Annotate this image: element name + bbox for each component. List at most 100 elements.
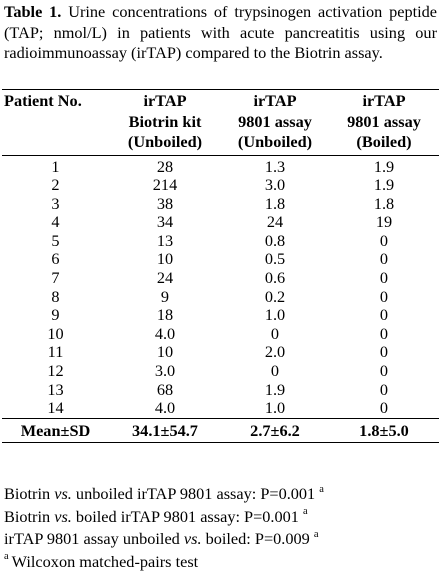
patient-number-cell: 14 bbox=[47, 398, 64, 418]
table-row: 2 214 3.0 1.9 bbox=[2, 175, 439, 195]
table-cell: 0 bbox=[379, 323, 389, 343]
caption-text: Urine concentrations of trypsinogen acti… bbox=[4, 2, 437, 62]
patient-number-cell: 11 bbox=[47, 342, 64, 362]
note-text: Biotrin bbox=[4, 484, 55, 503]
table-row: 6 10 0.5 0 bbox=[2, 250, 439, 269]
table-cell: 0.8 bbox=[264, 230, 286, 250]
table-cell: 38 bbox=[156, 193, 174, 213]
table-row: 8 9 0.2 0 bbox=[2, 286, 439, 307]
table-cell: 0 bbox=[379, 230, 389, 250]
table-row: 4 34 24 19 bbox=[2, 213, 439, 232]
patient-number-cell: 10 bbox=[47, 323, 64, 343]
table-cell: 1.9 bbox=[373, 156, 395, 176]
header-line: 9801 assay bbox=[238, 111, 312, 131]
header-9801-boiled: irTAP 9801 assay (Boiled) bbox=[329, 90, 439, 156]
note-superscript: a bbox=[319, 483, 324, 495]
header-line: (Unboiled) bbox=[237, 132, 313, 151]
table-cell: 68 bbox=[156, 379, 174, 399]
summary-row: Mean±SD 34.1±54.7 2.7±6.2 1.8±5.0 bbox=[2, 418, 439, 443]
table-cell: 0 bbox=[379, 249, 389, 269]
note-vs: vs. bbox=[54, 484, 72, 503]
note-superscript: a bbox=[313, 528, 319, 540]
table-cell: 0.6 bbox=[264, 268, 286, 288]
table-cell: 0 bbox=[379, 286, 389, 306]
data-table: Patient No. irTAP Biotrin kit (Unboiled)… bbox=[2, 89, 439, 443]
table-cell: 0 bbox=[379, 361, 389, 381]
summary-label: Mean±SD bbox=[20, 420, 91, 440]
note-superscript: a bbox=[303, 506, 308, 518]
footnote-text: Wilcoxon matched-pairs test bbox=[11, 551, 199, 571]
table-cell: 0 bbox=[270, 361, 280, 381]
table-cell: 13 bbox=[156, 230, 174, 250]
footnote: a Wilcoxon matched-pairs test bbox=[4, 551, 324, 574]
patient-number-cell: 6 bbox=[51, 249, 60, 269]
table-cell: 214 bbox=[152, 175, 178, 195]
table-cell: 24 bbox=[156, 268, 174, 288]
table-cell: 3.0 bbox=[154, 361, 176, 381]
patient-number-cell: 12 bbox=[47, 361, 64, 381]
header-line: (Unboiled) bbox=[127, 132, 203, 151]
table-cell: 10 bbox=[156, 249, 174, 269]
table-cell: 1.0 bbox=[264, 398, 286, 418]
patient-number-cell: 1 bbox=[51, 156, 60, 176]
table-cell: 10 bbox=[156, 342, 174, 362]
table-body: 1 28 1.3 1.9 2 214 3.0 1.9 3 38 1.8 1.8 4 34 24 19 5 13 0.… bbox=[2, 155, 439, 418]
table-cell: 0.5 bbox=[264, 249, 286, 269]
patient-number-cell: 2 bbox=[51, 175, 60, 195]
table-cell: 0 bbox=[379, 268, 389, 288]
patient-number-cell: 3 bbox=[51, 193, 60, 213]
patient-number-cell: 7 bbox=[51, 268, 60, 288]
header-patient-no: Patient No. bbox=[2, 90, 109, 156]
table-notes: Biotrin vs. unboiled irTAP 9801 assay: P… bbox=[4, 483, 324, 573]
table-row: 9 18 1.0 0 bbox=[2, 306, 439, 325]
table-cell: 1.9 bbox=[373, 175, 395, 195]
note-vs: vs. bbox=[54, 506, 72, 526]
table-row: 1 28 1.3 1.9 bbox=[2, 155, 439, 176]
table-cell: 2.0 bbox=[264, 342, 286, 362]
note-text: boiled: P=0.009 bbox=[201, 529, 310, 548]
table-cell: 9 bbox=[160, 286, 170, 306]
table-cell: 0 bbox=[379, 342, 389, 362]
summary-cell: 1.8±5.0 bbox=[359, 420, 409, 440]
table-cell: 0 bbox=[379, 398, 389, 418]
table-cell: 3.0 bbox=[264, 175, 286, 195]
note-text: irTAP 9801 assay unboiled bbox=[4, 529, 184, 548]
patient-number-cell: 9 bbox=[51, 305, 60, 325]
stat-note: Biotrin vs. unboiled irTAP 9801 assay: P… bbox=[4, 483, 324, 506]
note-text: unboiled irTAP 9801 assay: P=0.001 bbox=[71, 484, 316, 503]
footnote-marker: a bbox=[4, 551, 9, 563]
header-line: (Boiled) bbox=[356, 132, 412, 151]
table-row: 13 68 1.9 0 bbox=[2, 379, 439, 400]
table-cell: 0 bbox=[379, 379, 389, 399]
summary-cell: 34.1±54.7 bbox=[132, 420, 198, 440]
table-row: 7 24 0.6 0 bbox=[2, 268, 439, 288]
table-row: 3 38 1.8 1.8 bbox=[2, 193, 439, 214]
table-row: 14 4.0 1.0 0 bbox=[2, 398, 439, 418]
table-cell: 0 bbox=[270, 323, 280, 343]
note-text: Biotrin bbox=[4, 506, 55, 526]
header-line: irTAP bbox=[253, 91, 297, 110]
table-header: Patient No. irTAP Biotrin kit (Unboiled)… bbox=[2, 89, 439, 156]
patient-number-cell: 4 bbox=[51, 212, 60, 232]
table-cell: 1.0 bbox=[264, 305, 286, 325]
patient-number-cell: 8 bbox=[51, 286, 60, 306]
table-cell: 18 bbox=[156, 305, 174, 325]
table-cell: 24 bbox=[266, 212, 284, 232]
header-line: irTAP bbox=[143, 91, 187, 110]
patient-number-cell: 13 bbox=[47, 379, 64, 399]
table-summary: Mean±SD 34.1±54.7 2.7±6.2 1.8±5.0 bbox=[2, 418, 439, 443]
caption-label: Table 1. bbox=[4, 2, 62, 21]
note-vs: vs. bbox=[183, 529, 202, 548]
table-cell: 4.0 bbox=[154, 323, 176, 343]
table-cell: 1.8 bbox=[264, 193, 286, 213]
table-row: 10 4.0 0 0 bbox=[2, 323, 439, 344]
header-line: Patient No. bbox=[4, 91, 82, 110]
header-biotrin-kit: irTAP Biotrin kit (Unboiled) bbox=[109, 90, 221, 156]
header-line: irTAP bbox=[362, 91, 406, 110]
table-cell: 19 bbox=[375, 212, 393, 232]
table-row: 11 10 2.0 0 bbox=[2, 343, 439, 362]
table-cell: 0.2 bbox=[264, 286, 286, 306]
table-cell: 0 bbox=[379, 305, 389, 325]
table-row: 12 3.0 0 0 bbox=[2, 361, 439, 381]
